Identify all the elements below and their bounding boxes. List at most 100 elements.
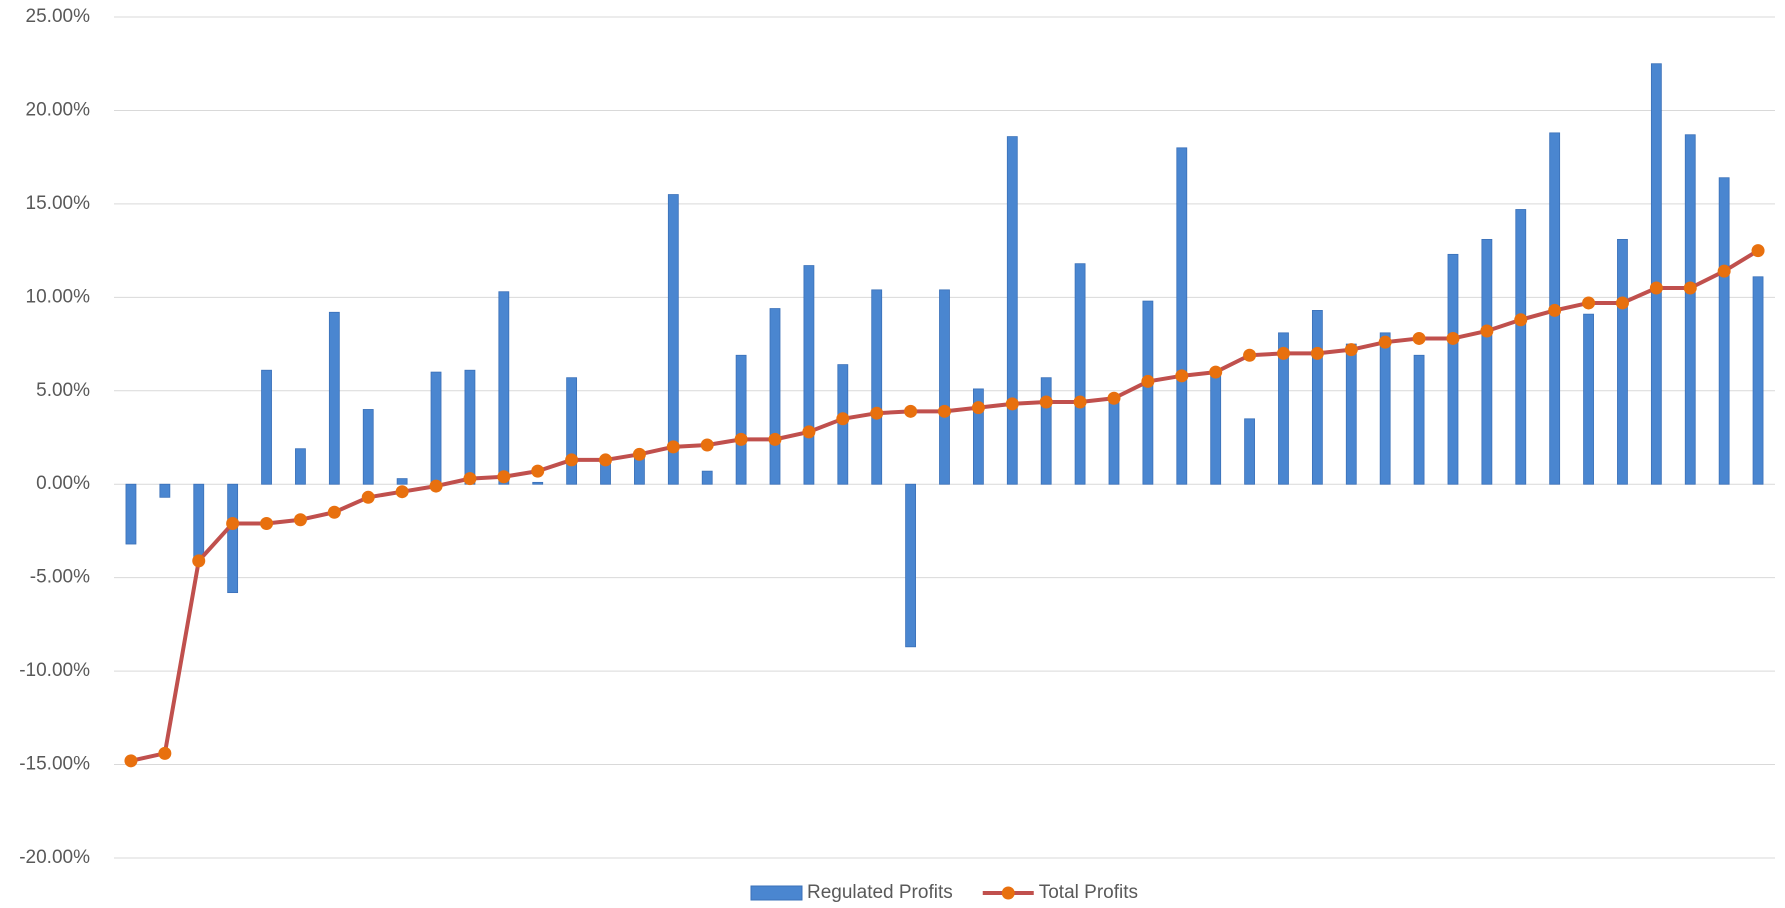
point [904,404,918,418]
point [1073,395,1087,409]
bar [1074,263,1086,485]
bar [1244,418,1255,485]
bar [1311,310,1323,485]
point [1310,346,1324,360]
bar [1176,147,1188,485]
point [1209,365,1223,379]
point [1344,343,1358,357]
point [1175,369,1189,383]
y-tick-label: -20.00% [19,847,90,868]
point [1683,281,1697,295]
bar [1583,313,1594,485]
point [293,513,307,527]
point [1582,296,1596,310]
point [599,453,613,467]
point [1649,281,1663,295]
bar [498,291,510,485]
bar [464,369,476,485]
bar [295,448,306,485]
bar [261,369,272,485]
point [327,505,341,519]
bar [328,311,340,485]
bar [667,194,679,485]
point [1751,244,1765,258]
bar [1040,377,1052,485]
bar [566,377,578,485]
point [395,485,409,499]
bar [871,289,883,485]
legend-swatch [750,885,803,901]
point [1107,391,1121,405]
point [1039,395,1053,409]
bar [735,354,747,485]
bar [1108,399,1120,485]
bar [1684,134,1696,485]
y-tick-label: -10.00% [19,660,90,681]
point [870,406,884,420]
y-tick-label: -15.00% [19,754,90,775]
point [1548,303,1562,317]
bar [1345,343,1357,485]
bar [1718,177,1730,485]
bar [396,478,408,485]
point [632,447,646,461]
point [1005,397,1019,411]
point [260,516,274,530]
point [1615,296,1629,310]
legend-label: Total Profits [1039,882,1138,903]
bar [905,483,917,648]
bar [972,388,984,485]
point [429,479,443,493]
bar [1447,253,1459,485]
point [971,401,985,415]
legend-swatch [1001,886,1015,900]
point [565,453,579,467]
bar [1142,300,1154,485]
y-tick-label: 0.00% [36,473,90,494]
bar [1006,136,1018,485]
bar [1481,238,1493,485]
point [463,472,477,486]
bar [430,371,442,485]
point [1412,331,1426,345]
point [802,425,816,439]
point [158,746,172,760]
y-tick-label: 20.00% [26,99,91,120]
bar [1278,332,1289,485]
point [1514,313,1528,327]
bar [1515,209,1527,485]
point [497,470,511,484]
point [1446,331,1460,345]
bar [701,470,713,485]
bar [362,409,374,485]
point [836,412,850,426]
point [700,438,714,452]
y-tick-label: 5.00% [36,380,90,401]
y-tick-label: 25.00% [26,6,91,27]
point [734,432,748,446]
bar [939,289,950,485]
point [1276,346,1290,360]
bar [1210,375,1222,485]
point [768,432,782,446]
bar [1617,238,1628,485]
y-tick-label: -5.00% [30,567,90,588]
point [361,490,375,504]
legend-label: Regulated Profits [807,882,953,903]
bar [125,483,137,545]
bar [227,483,239,594]
point [1480,324,1494,338]
point [226,516,240,530]
bar [1752,276,1764,485]
bar [1379,332,1391,485]
point [192,554,206,568]
point [1141,374,1155,388]
point [938,404,951,418]
bar [1413,354,1425,485]
point [1243,348,1257,362]
point [531,464,545,478]
bar [634,457,645,485]
bar [803,265,815,485]
y-tick-label: 10.00% [26,286,91,307]
